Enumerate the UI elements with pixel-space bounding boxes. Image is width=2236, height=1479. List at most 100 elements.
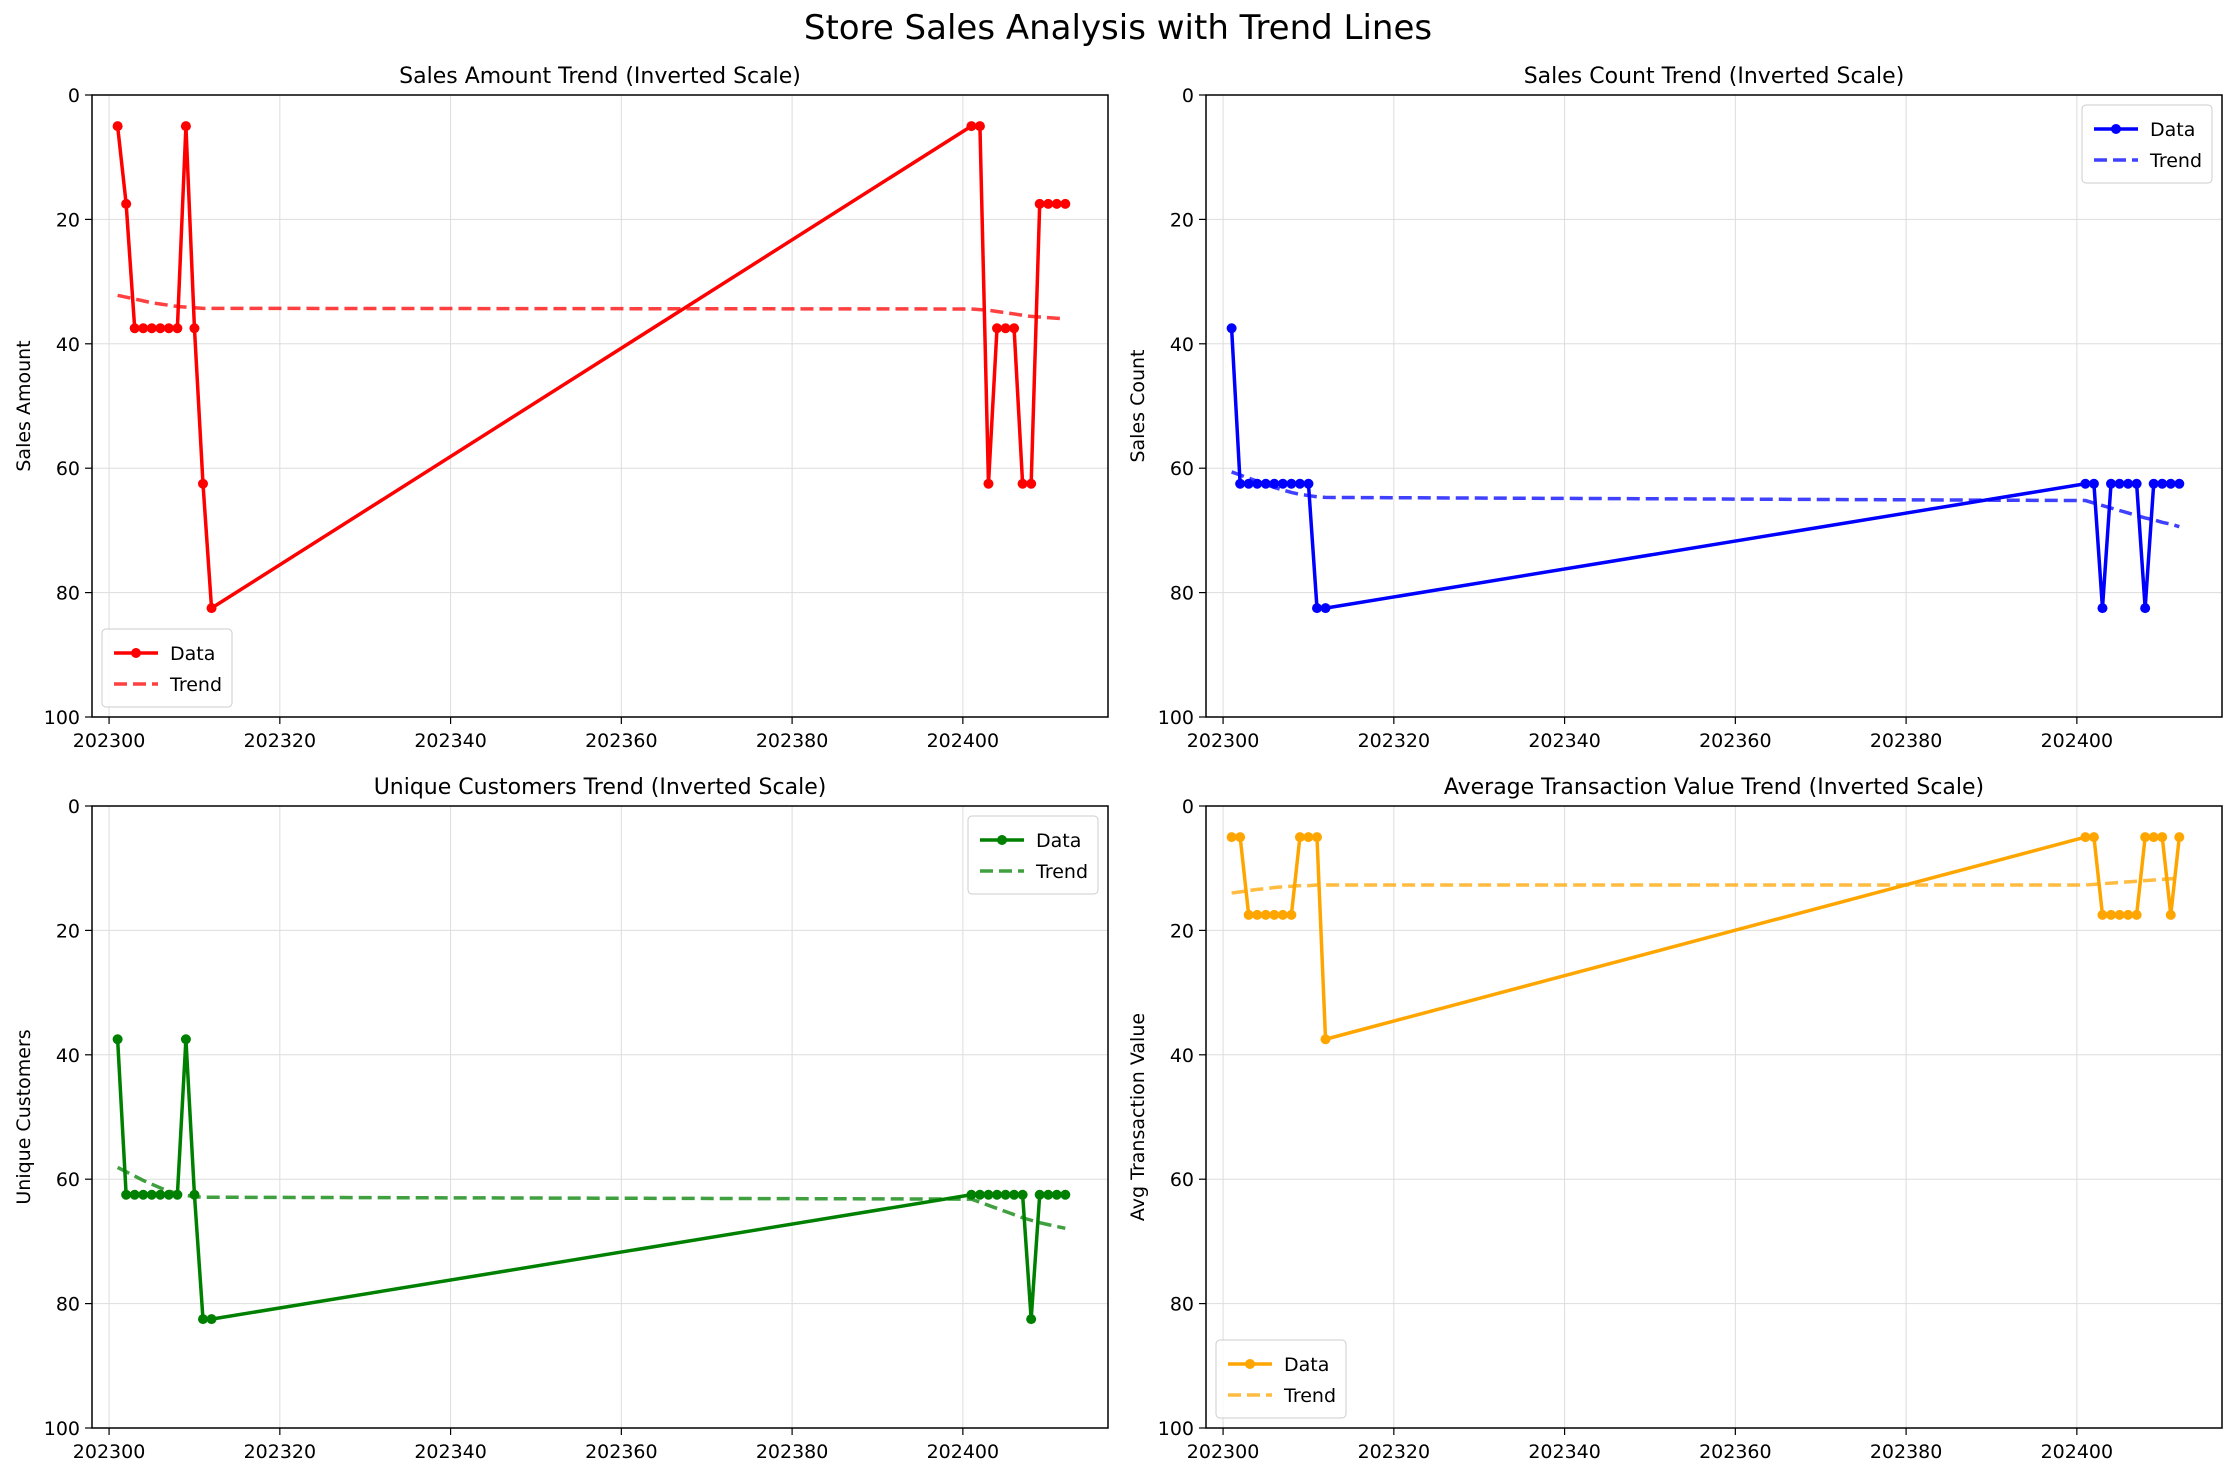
data-point [1294,832,1305,843]
x-tick-label: 202320 [1358,1441,1431,1463]
data-point [1043,1189,1054,1200]
x-tick-label: 202380 [1870,730,1943,752]
plot-frame [91,805,1109,1429]
data-point [1009,1189,1020,1200]
data-point [146,323,157,334]
data-point [1000,323,1011,334]
data-point [992,1189,1003,1200]
data-point [129,1189,140,1200]
data-point [2123,909,2134,920]
data-point [2097,909,2108,920]
data-point [966,1189,977,1200]
legend: Data Trend [1215,1339,1347,1419]
legend: Data Trend [967,815,1099,895]
data-point [1034,1189,1045,1200]
x-tick-label: 202340 [1528,1441,1601,1463]
data-point [1026,1314,1037,1325]
data-point [2131,478,2142,489]
x-tick-label: 202320 [1358,730,1431,752]
y-tick-label: 0 [68,85,80,107]
legend-swatch-marker [131,648,141,658]
chart-title: Sales Count Trend (Inverted Scale) [1524,64,1905,89]
x-tick-label: 202380 [1870,1441,1943,1463]
data-point [1277,478,1288,489]
legend-swatch-marker [1245,1359,1255,1369]
legend: Data Trend [101,628,233,708]
legend-swatch-marker [997,835,1007,845]
data-point [2114,909,2125,920]
y-tick-label: 40 [56,334,80,356]
data-point [2157,832,2168,843]
y-tick-label: 60 [56,1169,80,1191]
plot-frame [1205,94,2223,718]
x-tick-label: 202340 [1528,730,1601,752]
data-point [1243,478,1254,489]
data-line [115,124,1066,610]
data-point [2165,478,2176,489]
data-point [2088,478,2099,489]
data-point [1243,909,1254,920]
y-tick-label: 0 [68,796,80,818]
data-point [1311,603,1322,614]
data-point [206,603,217,614]
data-point [1009,323,1020,334]
data-point [146,1189,157,1200]
y-tick-label: 60 [1170,1169,1194,1191]
y-tick-label: 80 [56,583,80,605]
x-tick-label: 202360 [1699,1441,1772,1463]
x-tick-label: 202380 [756,1441,829,1463]
data-point [1235,478,1246,489]
data-line [1231,835,2182,1041]
data-point [1311,832,1322,843]
data-point [1051,198,1062,209]
data-point [180,121,191,132]
data-point [2080,832,2091,843]
data-point [121,1189,132,1200]
x-tick-label: 202320 [244,1441,317,1463]
data-point [1260,909,1271,920]
figure-title: Store Sales Analysis with Trend Lines [803,8,1433,48]
x-tick-label: 202400 [927,730,1000,752]
y-tick-label: 100 [44,1418,80,1440]
y-tick-label: 100 [1158,1418,1194,1440]
data-point [1017,1189,1028,1200]
data-point [992,323,1003,334]
data-point [189,323,200,334]
x-tick-label: 202320 [244,730,317,752]
y-tick-label: 20 [1170,920,1194,942]
data-point [1226,323,1237,334]
data-point [1320,603,1331,614]
data-point [155,1189,166,1200]
data-point [129,323,140,334]
trend-line [1231,470,2180,529]
data-point [155,323,166,334]
y-tick-label: 40 [56,1045,80,1067]
data-point [206,1314,217,1325]
trend-line [117,293,1066,321]
data-point [974,121,985,132]
data-point [197,1314,208,1325]
y-tick-label: 60 [56,458,80,480]
trend-line [1231,876,2180,895]
legend-label: Data [1036,830,1081,852]
data-point [1286,909,1297,920]
data-point [1303,478,1314,489]
data-point [1017,478,1028,489]
data-point [2174,832,2185,843]
y-tick-label: 80 [1170,583,1194,605]
x-tick-label: 202400 [2041,730,2114,752]
data-point [112,121,123,132]
data-point [1277,909,1288,920]
chart-title: Sales Amount Trend (Inverted Scale) [399,64,801,89]
legend-label: Data [1284,1354,1329,1376]
y-tick-label: 20 [1170,209,1194,231]
data-point [1303,832,1314,843]
data-point [1034,198,1045,209]
y-axis-label: Sales Amount [13,340,35,471]
data-point [2165,909,2176,920]
y-axis-label: Avg Transaction Value [1127,1013,1149,1221]
legend-label: Trend [1283,1385,1336,1407]
y-tick-label: 0 [1182,796,1194,818]
data-point [2148,478,2159,489]
